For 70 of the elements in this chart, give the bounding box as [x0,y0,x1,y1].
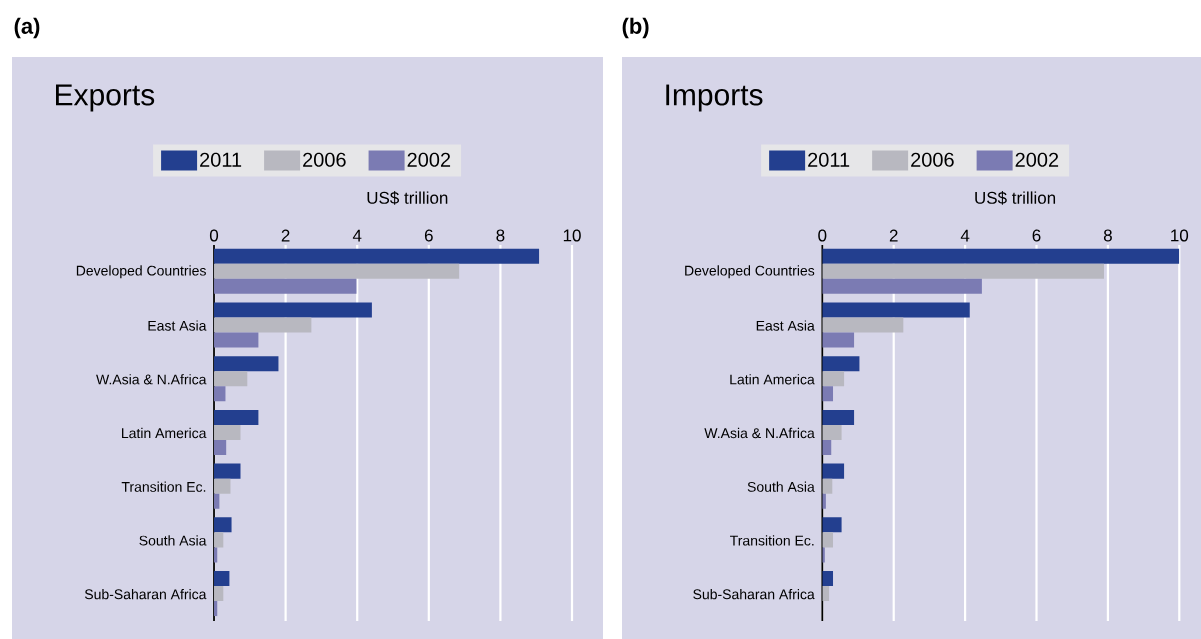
x-tick-label: 10 [563,229,581,242]
chart-title: Exports [56,84,155,112]
bar [822,386,834,402]
y-tick-label: Latin America [122,427,207,439]
bar [822,517,842,533]
bar [214,263,460,279]
bar [214,409,259,425]
legend-label: 2011 [200,152,242,167]
x-tick-label: 10 [1171,229,1189,242]
bar [822,532,834,548]
text: (a) [14,17,40,39]
x-tick-label: 0 [209,229,219,242]
bar [822,278,982,294]
y-tick-label: South Asia [139,535,207,546]
x-tick-label: 2 [889,229,898,242]
bar [214,371,248,387]
x-tick-label: 4 [352,229,362,242]
y-tick-label: W.Asia & N.Africa [96,374,207,385]
bar [214,278,357,294]
bar [822,263,1104,279]
y-tick-label: East Asia [148,320,207,331]
y-tick-label: Transition Ec. [121,481,206,492]
y-tick-label: South Asia [747,481,815,492]
bar [214,317,312,333]
bar [214,439,227,456]
legend-label: 2006 [911,152,954,167]
y-tick-label: East Asia [756,320,815,331]
bar [822,409,855,425]
bar [822,302,970,318]
legend-label: 2002 [407,152,451,167]
legend-label: 2011 [808,152,850,167]
bar [214,424,241,440]
bar [822,463,845,479]
bar [822,317,904,333]
x-tick-label: 6 [424,229,433,242]
y-tick-label: Developed Countries [76,265,206,279]
y-tick-label: Sub-Saharan Africa [84,588,207,600]
bar [214,248,540,264]
x-tick-label: 2 [281,229,290,242]
bar [822,571,834,587]
bar [214,517,232,533]
bar [822,371,845,387]
bar [822,356,860,372]
bar [214,571,230,587]
bar [822,478,833,494]
x-tick-label: 0 [818,229,827,242]
legend-label: 2006 [303,152,346,167]
y-tick-label: W.Asia & N.Africa [704,427,815,439]
x-axis-title: US$ trillion [975,191,1056,205]
y-tick-label: Transition Ec. [730,535,814,546]
x-tick-label: 4 [960,229,970,242]
bar [214,302,372,318]
x-tick-label: 8 [1103,229,1112,242]
bar [822,332,855,348]
legend-label: 2002 [1015,152,1059,167]
bar [822,424,842,440]
bar [214,463,241,479]
text: (b) [622,17,649,39]
bar [822,439,832,456]
x-axis-title: US$ trillion [367,191,448,205]
bar [214,332,259,348]
x-tick-label: 8 [496,229,505,242]
y-tick-label: Latin America [730,374,815,385]
chart-title: Imports [666,84,763,112]
x-tick-label: 6 [1032,229,1041,242]
y-tick-label: Developed Countries [685,265,815,279]
bar [214,356,279,372]
y-tick-label: Sub-Saharan Africa [693,588,815,600]
bar [822,248,1180,264]
bar [214,478,231,494]
